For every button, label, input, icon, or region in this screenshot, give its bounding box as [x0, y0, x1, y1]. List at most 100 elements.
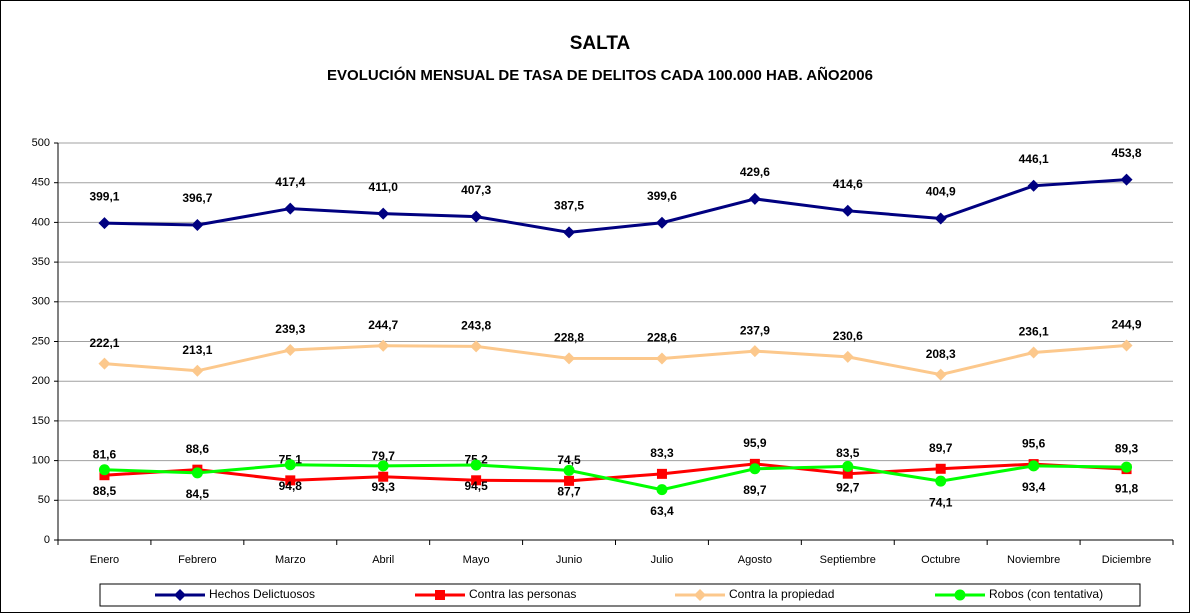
- y-tick-label: 500: [32, 137, 50, 149]
- legend-marker: [174, 589, 186, 601]
- y-tick-label: 200: [32, 375, 50, 387]
- data-point: [935, 475, 947, 487]
- data-label: 95,6: [1022, 436, 1046, 450]
- x-tick-label: Agosto: [738, 554, 772, 566]
- x-tick-label: Julio: [651, 554, 674, 566]
- data-point: [471, 475, 482, 486]
- x-tick-label: Febrero: [178, 554, 217, 566]
- data-point: [563, 226, 576, 239]
- data-point: [655, 216, 668, 229]
- x-tick-label: Marzo: [275, 554, 306, 566]
- series-line: [104, 178, 1127, 234]
- y-tick-label: 50: [38, 494, 50, 506]
- data-point: [98, 217, 111, 230]
- data-label: 243,8: [461, 319, 491, 333]
- data-point: [377, 207, 390, 220]
- data-point: [656, 484, 668, 496]
- data-label: 81,6: [93, 447, 117, 461]
- x-tick-label: Noviembre: [1007, 554, 1060, 566]
- data-label: 83,5: [836, 446, 860, 460]
- y-tick-label: 400: [32, 216, 50, 228]
- data-label: 91,8: [1115, 481, 1139, 495]
- data-label: 407,3: [461, 183, 491, 197]
- y-tick-label: 0: [44, 534, 50, 546]
- data-point: [1027, 346, 1040, 359]
- data-point: [284, 459, 296, 471]
- data-label: 75,2: [464, 452, 488, 466]
- data-point: [563, 352, 576, 365]
- legend-label: Robos (con tentativa): [989, 587, 1103, 601]
- x-tick-label: Abril: [372, 554, 394, 566]
- data-point: [748, 192, 761, 205]
- data-label: 399,6: [647, 189, 677, 203]
- data-point: [934, 212, 947, 225]
- data-label: 236,1: [1019, 325, 1049, 339]
- data-point: [284, 343, 297, 356]
- data-point: [470, 340, 483, 353]
- data-label: 244,7: [368, 318, 398, 332]
- chart-subtitle: EVOLUCIÓN MENSUAL DE TASA DE DELITOS CAD…: [327, 66, 873, 84]
- data-label: 93,4: [1022, 480, 1046, 494]
- data-point: [470, 459, 482, 471]
- data-point: [1120, 173, 1133, 186]
- data-point: [841, 204, 854, 217]
- data-label: 74,5: [557, 453, 581, 467]
- data-point: [841, 350, 854, 363]
- chart-title: SALTA: [570, 33, 631, 54]
- x-tick-label: Mayo: [463, 554, 490, 566]
- legend-label: Contra la propiedad: [729, 587, 834, 601]
- data-point: [191, 467, 203, 479]
- x-tick-label: Junio: [556, 554, 582, 566]
- data-label: 93,3: [372, 480, 396, 494]
- y-tick-label: 450: [32, 177, 50, 189]
- data-point: [934, 368, 947, 381]
- legend-box: [99, 583, 1141, 607]
- series-line: [104, 463, 1127, 492]
- data-label: 453,8: [1112, 146, 1142, 160]
- data-point: [842, 460, 854, 472]
- data-label: 446,1: [1019, 152, 1049, 166]
- data-label: 213,1: [182, 343, 212, 357]
- data-point: [749, 463, 761, 475]
- data-point: [842, 468, 853, 479]
- data-label: 89,7: [743, 483, 767, 497]
- data-label: 244,9: [1112, 318, 1142, 332]
- data-label: 239,3: [275, 322, 305, 336]
- data-label: 237,9: [740, 323, 770, 337]
- data-point: [1120, 339, 1133, 352]
- data-label: 230,6: [833, 329, 863, 343]
- data-label: 79,7: [372, 449, 396, 463]
- data-label: 88,6: [186, 442, 210, 456]
- data-label: 396,7: [182, 191, 212, 205]
- data-point: [377, 460, 389, 472]
- data-label: 222,1: [89, 336, 119, 350]
- y-tick-label: 300: [32, 296, 50, 308]
- data-label: 88,5: [93, 484, 117, 498]
- data-point: [378, 471, 389, 482]
- data-point: [1121, 461, 1133, 473]
- data-label: 87,7: [557, 485, 581, 499]
- data-label: 74,1: [929, 495, 953, 509]
- data-point: [377, 339, 390, 352]
- y-tick-label: 100: [32, 455, 50, 467]
- data-label: 414,6: [833, 177, 863, 191]
- data-point: [98, 357, 111, 370]
- data-label: 94,8: [279, 479, 303, 493]
- data-point: [655, 352, 668, 365]
- series-line: [104, 344, 1127, 377]
- data-label: 95,9: [743, 436, 767, 450]
- data-label: 89,3: [1115, 441, 1139, 455]
- data-label: 387,5: [554, 198, 584, 212]
- data-label: 429,6: [740, 165, 770, 179]
- data-label: 404,9: [926, 185, 956, 199]
- data-label: 417,4: [275, 175, 305, 189]
- data-point: [935, 463, 946, 474]
- data-label: 208,3: [926, 347, 956, 361]
- legend-label: Hechos Delictuosos: [209, 587, 315, 601]
- data-label: 92,7: [836, 481, 860, 495]
- data-point: [285, 475, 296, 486]
- data-point: [1027, 179, 1040, 192]
- legend-marker: [435, 590, 445, 600]
- data-point: [1028, 460, 1040, 472]
